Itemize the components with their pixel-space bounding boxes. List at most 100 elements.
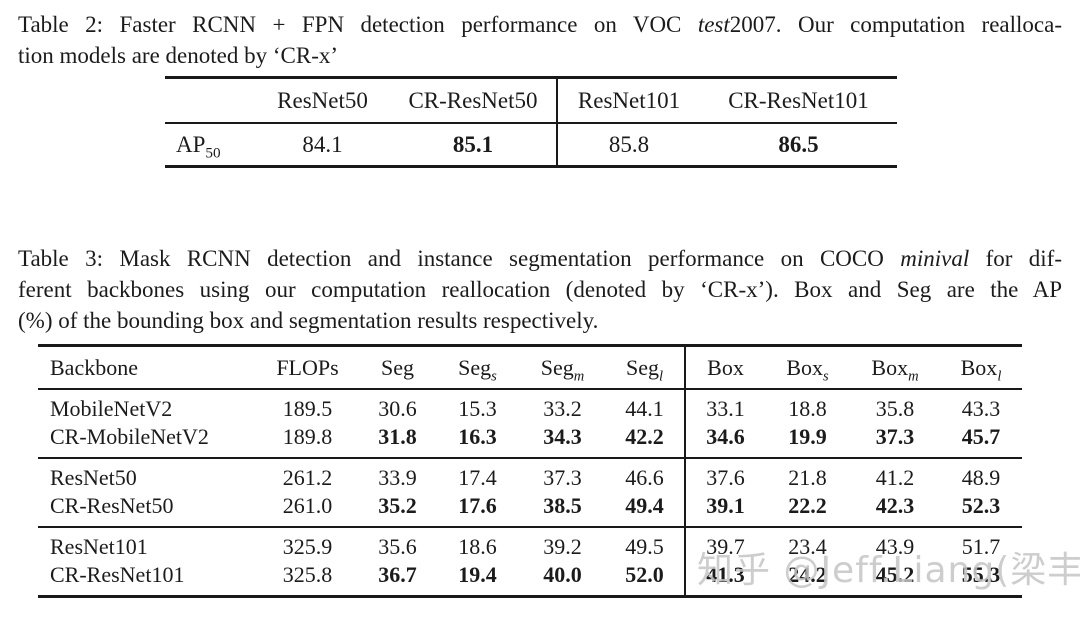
cell-seg-m: 38.5 [543, 493, 582, 518]
table2-col-empty [165, 78, 255, 124]
cell-seg-l: 49.4 [625, 493, 664, 518]
cell-seg-s: 18.6 [458, 534, 497, 559]
table3-group-mobilenet: MobileNetV2 189.5 30.6 15.3 33.2 44.1 33… [38, 389, 1022, 458]
table2-header-row: ResNet50 CR-ResNet50 ResNet101 CR-ResNet… [165, 77, 897, 124]
table2-value-cr-resnet101: 86.5 [778, 131, 819, 157]
table2-caption-text: 2007. Our computation realloca- [729, 12, 1062, 37]
cell-box-s: 19.9 [788, 424, 827, 449]
table-row-mobilenetv2: MobileNetV2 189.5 30.6 15.3 33.2 44.1 33… [38, 389, 1022, 423]
cell-box-m: 42.3 [875, 493, 915, 518]
cell-seg-l: 42.2 [625, 424, 664, 449]
table2-data-row: AP50 84.1 85.1 85.8 86.5 [165, 123, 897, 167]
cell-box-s: 21.8 [788, 465, 827, 490]
cell-seg-l: 44.1 [625, 396, 664, 421]
table3-group-resnet50: ResNet50 261.2 33.9 17.4 37.3 46.6 37.6 … [38, 458, 1022, 527]
table-row-cr-resnet50: CR-ResNet50 261.0 35.2 17.6 38.5 49.4 39… [38, 492, 1022, 527]
col-subscript: s [491, 367, 497, 384]
cell-seg: 33.9 [378, 465, 417, 490]
col-subscript: s [823, 367, 829, 384]
cell-seg-m: 34.3 [543, 424, 582, 449]
col-label: Seg [381, 354, 414, 380]
cell-box-l: 45.7 [961, 424, 1001, 449]
cell-box: 37.6 [684, 458, 765, 492]
cell-flops: 325.9 [282, 534, 333, 559]
table2-caption-line1: Table 2: Faster RCNN + FPN detection per… [18, 9, 1062, 40]
cell-box-s: 18.8 [788, 396, 827, 421]
table3-caption-line1: Table 3: Mask RCNN detection and instanc… [18, 243, 1062, 274]
cell-box-l: 48.9 [961, 465, 1001, 490]
cell-seg-m: 37.3 [543, 465, 582, 490]
col-label: Box [960, 354, 998, 380]
table-row-resnet50: ResNet50 261.2 33.9 17.4 37.3 46.6 37.6 … [38, 458, 1022, 492]
table3-maskrcnn-coco: Backbone FLOPs Seg Segs Segm Segl Box Bo… [38, 344, 1022, 598]
cell-backbone: MobileNetV2 [50, 396, 173, 421]
col-label: FLOPs [276, 354, 339, 380]
table3-col-box-s: Boxs [765, 346, 850, 390]
table3-col-backbone: Backbone [38, 346, 255, 390]
col-label: Backbone [50, 354, 138, 380]
table3-caption-line3: (%) of the bounding box and segmentation… [18, 308, 599, 333]
table2-value-resnet101: 85.8 [556, 123, 700, 167]
cell-backbone: ResNet101 [50, 534, 148, 559]
cell-backbone: CR-MobileNetV2 [50, 424, 209, 449]
cell-seg-s: 19.4 [458, 562, 497, 587]
cell-flops: 189.8 [282, 424, 333, 449]
table3-col-seg-m: Segm [520, 346, 605, 390]
cell-flops: 325.8 [282, 562, 333, 587]
table3-col-seg-s: Segs [435, 346, 520, 390]
cell-box-l: 51.7 [961, 534, 1001, 559]
cell-box-l: 55.3 [961, 562, 1001, 587]
col-subscript: m [908, 367, 919, 384]
cell-flops: 189.5 [282, 396, 333, 421]
table2-caption: Table 2: Faster RCNN + FPN detection per… [18, 9, 1062, 71]
table3-col-box: Box [684, 345, 765, 389]
cell-backbone: CR-ResNet50 [50, 493, 174, 518]
table3-caption-line2: ferent backbones using our computation r… [18, 277, 1062, 302]
col-subscript: l [658, 367, 664, 384]
cell-box: 33.1 [684, 389, 765, 423]
cell-seg: 36.7 [378, 562, 417, 587]
cell-flops: 261.0 [282, 493, 333, 518]
cell-seg: 31.8 [378, 424, 417, 449]
table2-value-cr-resnet50: 85.1 [452, 131, 494, 157]
col-label: Box [871, 354, 909, 380]
table2-row-label-ap50: AP50 [165, 123, 255, 167]
table-row-cr-mobilenetv2: CR-MobileNetV2 189.8 31.8 16.3 34.3 42.2… [38, 423, 1022, 458]
cell-box: 39.1 [684, 492, 765, 527]
cell-box-l: 43.3 [961, 396, 1001, 421]
cell-box-m: 41.2 [875, 465, 915, 490]
table2-detection-voc: ResNet50 CR-ResNet50 ResNet101 CR-ResNet… [165, 76, 897, 168]
col-label: Box [786, 354, 824, 380]
cell-box-s: 22.2 [788, 493, 827, 518]
table2-col-cr-resnet50: CR-ResNet50 [408, 87, 538, 113]
table3-caption-text: Table 3: Mask RCNN detection and instanc… [18, 246, 901, 271]
cell-backbone: CR-ResNet101 [50, 562, 185, 587]
cell-seg-l: 52.0 [625, 562, 664, 587]
cell-box: 34.6 [684, 423, 765, 458]
cell-box-m: 37.3 [875, 424, 915, 449]
cell-box-s: 23.4 [788, 534, 827, 559]
col-label: Seg [540, 354, 574, 380]
cell-backbone: ResNet50 [50, 465, 137, 490]
table2-caption-line2: tion models are denoted by ‘CR-x’ [18, 43, 339, 68]
cell-seg-s: 17.4 [458, 465, 497, 490]
table3-col-box-l: Boxl [940, 346, 1022, 390]
cell-box-m: 45.2 [875, 562, 915, 587]
cell-seg: 35.2 [378, 493, 417, 518]
col-label: Box [707, 354, 744, 380]
table2-caption-italic-word: test [697, 12, 730, 37]
cell-seg-m: 40.0 [543, 562, 582, 587]
table3-caption: Table 3: Mask RCNN detection and instanc… [18, 243, 1062, 336]
col-label: Seg [625, 354, 659, 380]
table-row-resnet101: ResNet101 325.9 35.6 18.6 39.2 49.5 39.7… [38, 527, 1022, 561]
cell-box-m: 35.8 [875, 396, 915, 421]
table3-col-seg: Seg [360, 346, 435, 390]
table3-group-resnet101: ResNet101 325.9 35.6 18.6 39.2 49.5 39.7… [38, 527, 1022, 597]
cell-seg-m: 39.2 [543, 534, 582, 559]
cell-seg-s: 16.3 [458, 424, 497, 449]
table2-value-resnet50: 84.1 [302, 131, 343, 157]
table3-col-seg-l: Segl [605, 346, 685, 390]
cell-box: 39.7 [684, 527, 765, 561]
ap-subscript: 50 [205, 144, 221, 162]
